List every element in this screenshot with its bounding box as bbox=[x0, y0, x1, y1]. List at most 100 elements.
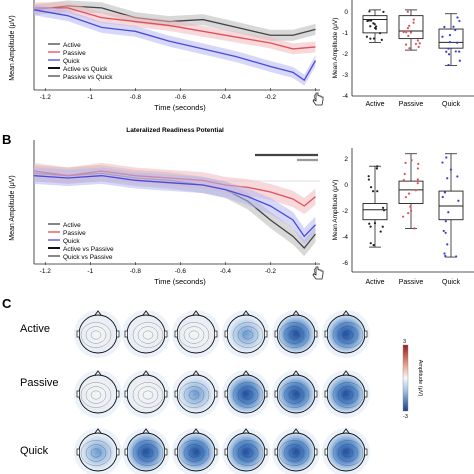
x-tick-label: -0.4 bbox=[220, 268, 232, 275]
box-b-ytick: 0 bbox=[344, 182, 348, 189]
head-nose bbox=[192, 310, 200, 316]
series-line-quick bbox=[33, 175, 316, 238]
box-point bbox=[404, 161, 407, 164]
box-point bbox=[454, 28, 457, 32]
box-b-ytick: -2 bbox=[342, 208, 348, 215]
box-point bbox=[417, 45, 420, 48]
head-nose bbox=[292, 310, 300, 316]
head-ear bbox=[324, 448, 328, 456]
panel-a-x-label: Time (seconds) bbox=[154, 103, 206, 112]
box-point bbox=[443, 25, 446, 29]
box-point bbox=[448, 41, 452, 44]
head-ear bbox=[274, 448, 278, 456]
box-a-cat-active: Active bbox=[365, 101, 384, 108]
head-ear bbox=[164, 330, 168, 338]
colorbar-min: -3 bbox=[403, 414, 408, 420]
box-point bbox=[407, 212, 410, 215]
box-iqr bbox=[362, 15, 388, 34]
head-nose bbox=[94, 428, 102, 434]
box-point bbox=[410, 159, 413, 162]
box-point bbox=[369, 242, 372, 245]
box-point bbox=[380, 38, 383, 41]
box-a-ytick: -4 bbox=[342, 93, 348, 100]
band-quick bbox=[34, 4, 316, 86]
hand-cursor-icon bbox=[312, 266, 324, 280]
band-passive bbox=[34, 2, 316, 55]
box-a-cat-passive: Passive bbox=[399, 101, 424, 108]
band-active bbox=[34, 0, 316, 41]
head-nose bbox=[342, 310, 350, 316]
box-point bbox=[408, 24, 411, 27]
box-point bbox=[406, 10, 409, 13]
box-point bbox=[374, 27, 378, 30]
head-nose bbox=[342, 370, 350, 376]
head-nose bbox=[192, 370, 200, 376]
topo-head bbox=[74, 370, 122, 418]
legend-b: Active Passive Quick Active vs Passive Q… bbox=[48, 222, 114, 261]
head-ear bbox=[274, 330, 278, 338]
box-point bbox=[447, 63, 450, 67]
topo-head bbox=[74, 310, 122, 358]
box-point bbox=[412, 18, 415, 21]
panel-b-letter: B bbox=[2, 132, 11, 147]
series-line-active bbox=[33, 5, 316, 36]
head-ear bbox=[174, 448, 178, 456]
head-nose bbox=[192, 428, 200, 434]
box-point bbox=[455, 41, 459, 44]
topo-head bbox=[222, 370, 270, 418]
box-point bbox=[446, 243, 449, 246]
box-point bbox=[416, 167, 420, 170]
head-ear bbox=[224, 330, 228, 338]
head-ear bbox=[214, 330, 218, 338]
panel-a-box-y-label: Mean Amplitude (μV) bbox=[332, 18, 339, 79]
panel-b-box-chart: 2 0 -2 -4 -6 Mean Amplitude (μV) Active … bbox=[332, 148, 474, 286]
box-point bbox=[368, 10, 371, 13]
topo-head bbox=[172, 370, 220, 418]
legend-a: Active Passive Quick Active vs Quick Pas… bbox=[48, 42, 113, 81]
x-tick-label: -1.2 bbox=[40, 268, 52, 275]
box-iqr bbox=[438, 28, 464, 49]
box-point bbox=[447, 211, 450, 214]
head-nose bbox=[94, 310, 102, 316]
topo-head bbox=[272, 428, 320, 474]
box-point bbox=[456, 16, 459, 19]
box-point bbox=[458, 59, 461, 62]
head-ear bbox=[124, 448, 128, 456]
box-iqr bbox=[398, 15, 424, 40]
topo-row-label-quick: Quick bbox=[20, 445, 49, 457]
box-point bbox=[375, 167, 379, 170]
box-point bbox=[382, 209, 386, 212]
topo-head bbox=[74, 428, 122, 474]
box-point bbox=[373, 23, 376, 26]
legend-a-passive-vs-quick: Passive vs Quick bbox=[63, 74, 113, 81]
panel-b-title: Lateralized Readiness Potential bbox=[126, 127, 224, 134]
box-point bbox=[412, 21, 415, 24]
topo-head bbox=[272, 370, 320, 418]
head-ear bbox=[364, 330, 368, 338]
x-tick-label: -0.6 bbox=[175, 94, 187, 101]
box-point bbox=[454, 50, 457, 53]
box-point bbox=[378, 32, 382, 35]
box-point bbox=[367, 19, 370, 22]
box-point bbox=[369, 225, 372, 228]
box-point bbox=[403, 172, 406, 176]
box-point bbox=[376, 165, 379, 168]
box-point bbox=[413, 227, 416, 230]
box-point bbox=[443, 252, 446, 255]
box-point bbox=[404, 196, 407, 199]
box-a-ytick: -2 bbox=[342, 51, 348, 58]
legend-a-quick: Quick bbox=[63, 58, 80, 65]
legend-a-active: Active bbox=[63, 42, 81, 49]
colorbar-max: 3 bbox=[403, 339, 406, 345]
head-ear bbox=[324, 390, 328, 398]
box-a-ytick: -3 bbox=[342, 72, 348, 79]
head-nose bbox=[292, 370, 300, 376]
panel-b-line-chart: Active Passive Quick Active vs Passive Q… bbox=[9, 140, 324, 286]
topo-head bbox=[322, 428, 370, 474]
box-point bbox=[448, 34, 452, 37]
panel-c-letter: C bbox=[2, 296, 12, 311]
panel-b-y-label: Mean Amplitude (μV) bbox=[9, 175, 16, 241]
box-a-ytick: -1 bbox=[342, 30, 348, 37]
box-point bbox=[417, 162, 420, 165]
box-point bbox=[369, 186, 373, 189]
